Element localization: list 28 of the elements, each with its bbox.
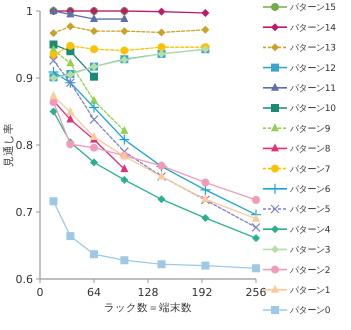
- x-tick-label: 128: [138, 286, 158, 299]
- legend-label: パターン2: [289, 266, 330, 276]
- legend-label: パターン6: [289, 184, 331, 195]
- legend-label: パターン8: [289, 144, 331, 155]
- x-tick-label: 64: [87, 286, 101, 299]
- legend-label: パターン10: [289, 104, 336, 114]
- legend-label: パターン12: [289, 64, 336, 74]
- legend-label: パターン5: [289, 205, 330, 216]
- y-tick-label: 0.7: [16, 206, 33, 219]
- legend-label: パターン14: [289, 23, 336, 34]
- x-tick-label: 256: [246, 286, 266, 299]
- legend-label: パターン11: [289, 84, 336, 94]
- y-tick-label: 0.6: [16, 272, 33, 286]
- y-tick-label: 1: [26, 4, 33, 18]
- y-tick-label: 0.9: [16, 72, 33, 85]
- x-tick-label: 0: [36, 286, 44, 299]
- y-axis-title: 見通し率: [2, 123, 15, 167]
- legend-label: パターン7: [289, 164, 330, 175]
- legend-label: パターン1: [289, 286, 330, 296]
- legend-label: パターン4: [289, 225, 331, 236]
- legend-label: パターン13: [289, 44, 336, 54]
- y-tick-label: 0.8: [16, 138, 33, 152]
- x-tick-label: 192: [192, 286, 212, 299]
- x-axis-title: ラック数＝端末数: [104, 301, 192, 314]
- legend-label: パターン3: [289, 246, 330, 256]
- legend-label: パターン9: [289, 124, 331, 134]
- legend-label: パターン15: [289, 3, 336, 14]
- legend-label: パターン0: [289, 306, 331, 316]
